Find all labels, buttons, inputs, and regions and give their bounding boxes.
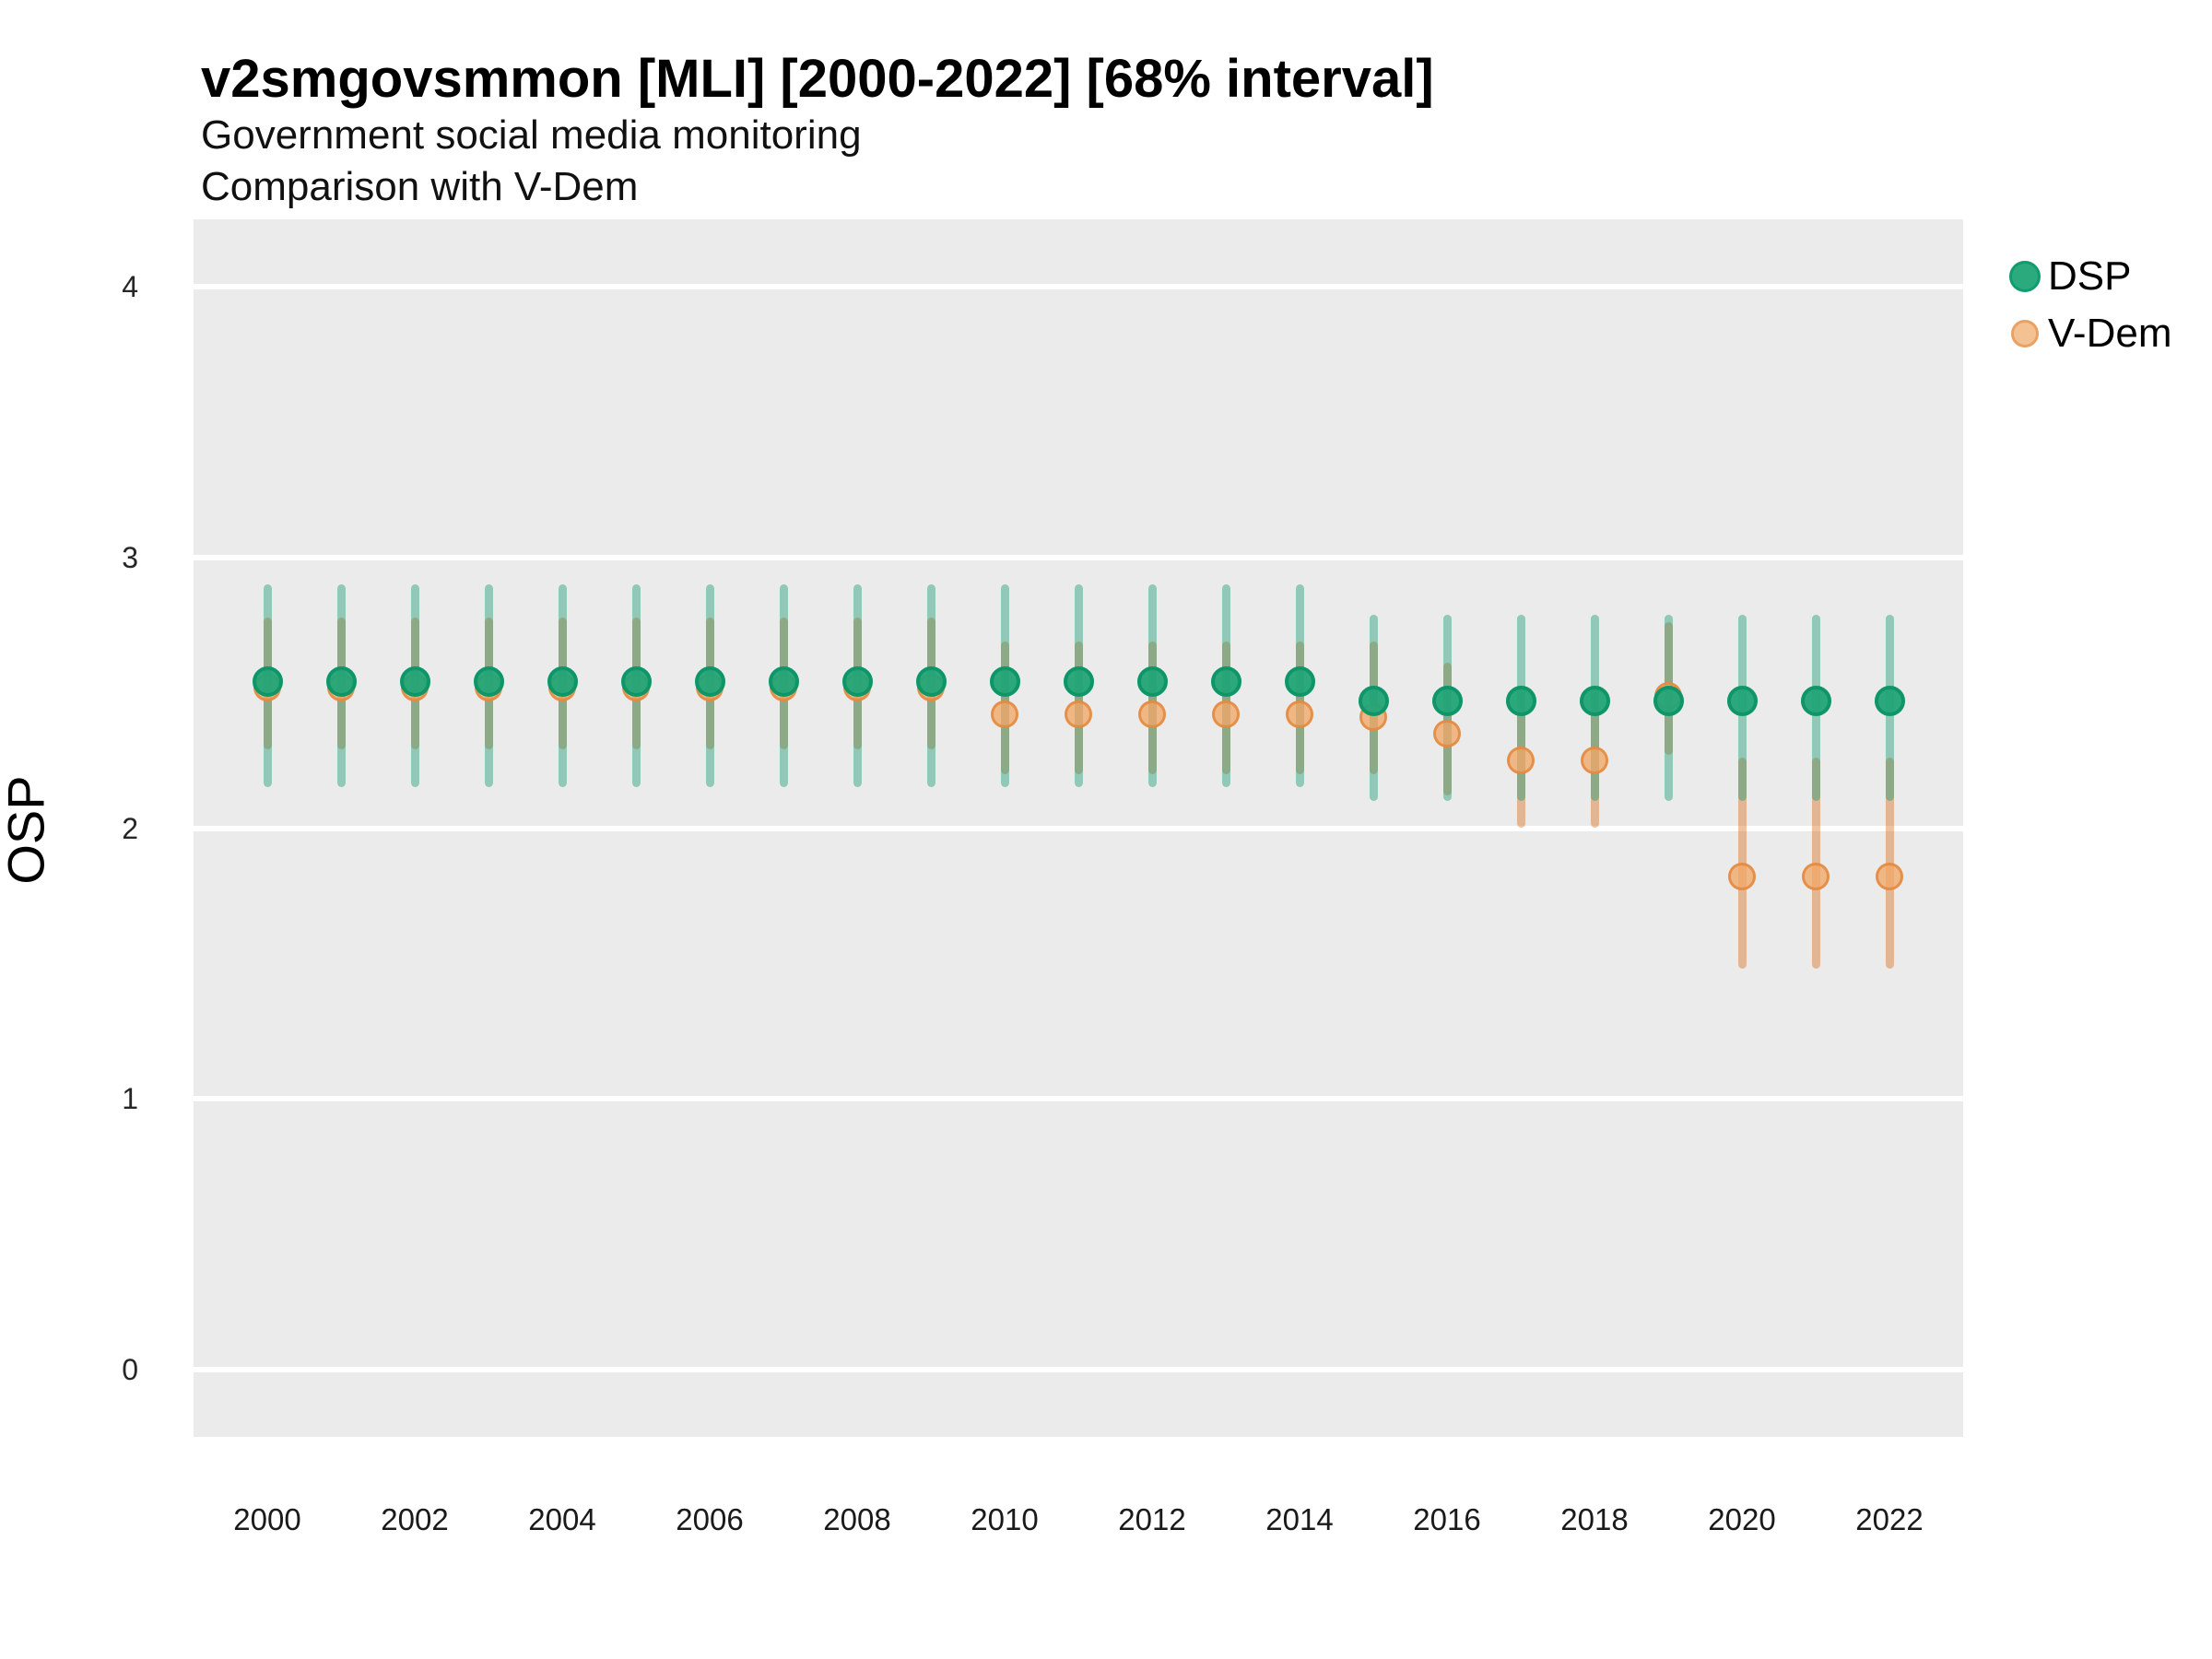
gridline-4 [194, 284, 1963, 290]
legend-dot-v-dem-icon [2011, 320, 2039, 347]
chart-subtitle: Government social media monitoring [201, 112, 862, 158]
y-tick-label-4: 4 [122, 270, 138, 304]
x-tick-label-2022: 2022 [1855, 1502, 1924, 1536]
point-dsp-2020 [1726, 686, 1758, 717]
x-tick-label-2020: 2020 [1708, 1502, 1776, 1536]
point-dsp-2017 [1505, 686, 1536, 717]
chart-subtitle-comparison: Comparison with V-Dem [201, 164, 639, 209]
point-dsp-2013 [1210, 666, 1241, 698]
point-dsp-2018 [1579, 686, 1610, 717]
point-dsp-2014 [1284, 666, 1315, 698]
point-dsp-2022 [1874, 686, 1905, 717]
point-dsp-2010 [989, 666, 1020, 698]
point-dsp-2005 [620, 666, 652, 698]
point-dsp-2004 [547, 666, 578, 698]
point-dsp-2011 [1063, 666, 1094, 698]
gridline-3 [194, 554, 1963, 560]
point-dsp-2007 [768, 666, 799, 698]
point-v-dem-2018 [1581, 747, 1608, 775]
x-tick-label-2004: 2004 [528, 1502, 596, 1536]
point-v-dem-2011 [1065, 700, 1092, 729]
point-v-dem-2022 [1876, 863, 1903, 891]
legend-label-dsp: DSP [2048, 253, 2132, 299]
point-dsp-2016 [1431, 686, 1463, 717]
x-tick-label-2014: 2014 [1265, 1502, 1334, 1536]
point-v-dem-2020 [1728, 863, 1756, 891]
point-v-dem-2016 [1433, 719, 1461, 747]
point-dsp-2006 [694, 666, 725, 698]
x-tick-label-2016: 2016 [1413, 1502, 1481, 1536]
point-dsp-2000 [252, 666, 283, 698]
x-tick-label-2010: 2010 [971, 1502, 1039, 1536]
point-dsp-2001 [325, 666, 357, 698]
point-v-dem-2014 [1286, 700, 1313, 729]
point-dsp-2015 [1358, 686, 1389, 717]
y-tick-label-1: 1 [122, 1082, 138, 1116]
x-tick-label-2002: 2002 [381, 1502, 449, 1536]
x-tick-label-2012: 2012 [1118, 1502, 1186, 1536]
point-v-dem-2013 [1212, 700, 1240, 729]
point-dsp-2019 [1653, 686, 1684, 717]
point-dsp-2021 [1800, 686, 1831, 717]
chart-panel [194, 219, 1963, 1437]
point-dsp-2012 [1136, 666, 1168, 698]
point-v-dem-2017 [1507, 747, 1535, 775]
x-tick-label-2006: 2006 [676, 1502, 744, 1536]
y-tick-label-3: 3 [122, 540, 138, 574]
point-v-dem-2012 [1138, 700, 1166, 729]
gridline-2 [194, 825, 1963, 831]
y-tick-label-2: 2 [122, 811, 138, 845]
legend-label-v-dem: V-Dem [2048, 311, 2172, 356]
gridline-0 [194, 1366, 1963, 1372]
point-v-dem-2010 [991, 700, 1018, 729]
point-v-dem-2021 [1802, 863, 1830, 891]
y-tick-label-0: 0 [122, 1352, 138, 1386]
point-dsp-2002 [399, 666, 430, 698]
x-tick-label-2018: 2018 [1560, 1502, 1629, 1536]
gridline-1 [194, 1096, 1963, 1102]
point-dsp-2003 [473, 666, 504, 698]
point-dsp-2009 [915, 666, 947, 698]
point-dsp-2008 [841, 666, 873, 698]
x-tick-label-2008: 2008 [823, 1502, 891, 1536]
page-title: v2smgovsmmon [MLI] [2000-2022] [68% inte… [201, 49, 1434, 109]
x-tick-label-2000: 2000 [233, 1502, 301, 1536]
legend-dot-dsp-icon [2009, 261, 2041, 292]
